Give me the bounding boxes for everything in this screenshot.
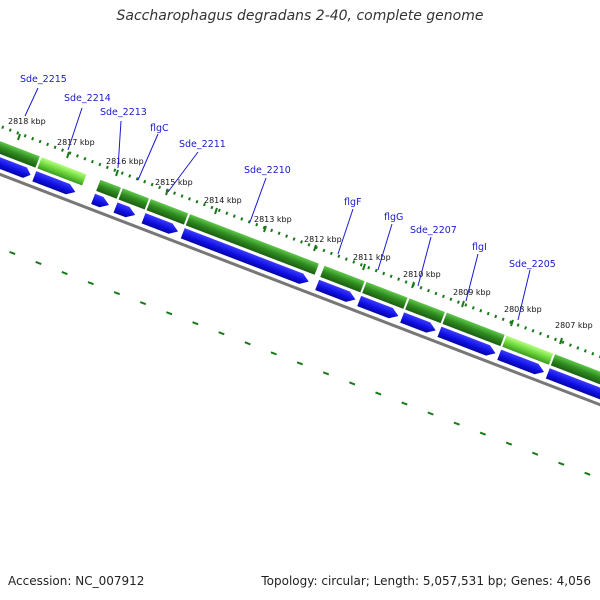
leader-line	[337, 208, 354, 255]
gene-arrow	[497, 349, 545, 375]
gene-arrow	[32, 171, 76, 195]
gene-arrow	[545, 368, 600, 411]
gene-label-flgG[interactable]: flgG	[384, 212, 403, 223]
kbp-label: 2808 kbp	[504, 305, 542, 314]
kbp-label: 2815 kbp	[155, 178, 193, 187]
genome-track	[0, 113, 600, 488]
kbp-label: 2811 kbp	[353, 253, 391, 262]
gene-label-sde-2205[interactable]: Sde_2205	[509, 259, 556, 270]
cds-block	[320, 265, 365, 293]
cds-block	[185, 214, 319, 275]
gene-label-sde-2215[interactable]: Sde_2215	[20, 74, 67, 85]
kbp-tick	[17, 133, 21, 141]
kbp-tick	[461, 300, 465, 308]
gene-arrow	[315, 279, 356, 302]
kbp-labels: 2818 kbp 2817 kbp 2816 kbp 2815 kbp 2814…	[8, 117, 593, 345]
cds-block	[96, 179, 121, 199]
leader-line	[249, 177, 267, 223]
genome-summary-text: Topology: circular; Length: 5,057,531 bp…	[261, 574, 591, 588]
kbp-tick	[263, 225, 267, 233]
gene-labels: Sde_2215 Sde_2214 Sde_2213 flgC Sde_2211…	[20, 74, 556, 321]
gene-arrow	[437, 326, 496, 356]
leader-line	[465, 253, 479, 302]
leader-line	[517, 269, 531, 321]
kbp-label: 2810 kbp	[403, 270, 441, 279]
map-title: Saccharophagus degradans 2-40, complete …	[116, 8, 484, 24]
gene-label-flgI[interactable]: flgI	[472, 242, 487, 253]
gene-label-sde-2214[interactable]: Sde_2214	[64, 93, 111, 104]
gene-label-sde-2211[interactable]: Sde_2211	[179, 139, 226, 150]
gene-arrow	[400, 312, 436, 333]
kbp-tick	[411, 281, 415, 289]
gene-label-sde-2210[interactable]: Sde_2210	[244, 165, 291, 176]
kbp-label: 2817 kbp	[57, 138, 95, 147]
gene-label-flgC[interactable]: flgC	[150, 123, 169, 134]
leader-line	[417, 236, 432, 287]
gene-label-sde-2213[interactable]: Sde_2213	[100, 107, 147, 118]
kbp-tick	[115, 169, 119, 177]
gene-arrow	[0, 146, 31, 178]
cds-track-forward	[0, 132, 600, 398]
gene-arrow	[113, 202, 136, 218]
kbp-tick	[165, 188, 169, 196]
cds-block	[442, 312, 505, 347]
gene-track	[0, 146, 600, 411]
leader-line	[377, 223, 393, 271]
gene-arrow	[180, 228, 309, 284]
leader-line	[117, 120, 122, 169]
cds-block	[37, 157, 87, 186]
cds-block	[550, 354, 600, 398]
leader-line	[137, 133, 159, 181]
kbp-label: 2809 kbp	[453, 288, 491, 297]
backbone	[0, 156, 600, 424]
cds-block	[362, 281, 408, 309]
gene-label-sde-2207[interactable]: Sde_2207	[410, 225, 457, 236]
kbp-label: 2814 kbp	[204, 196, 242, 205]
outer-tick-ring	[0, 113, 600, 382]
gene-arrow	[91, 193, 109, 208]
cds-block	[502, 335, 554, 365]
kbp-label: 2816 kbp	[106, 157, 144, 166]
cds-block	[0, 132, 40, 168]
inner-tick-ring	[0, 220, 600, 488]
gene-label-flgF[interactable]: flgF	[344, 197, 361, 208]
kbp-label: 2807 kbp	[555, 321, 593, 330]
cds-block	[118, 188, 150, 210]
kbp-tick	[66, 151, 70, 159]
kbp-tick	[510, 319, 514, 327]
cds-block	[146, 199, 189, 225]
leader-line	[24, 87, 39, 117]
leader-line	[167, 151, 199, 193]
kbp-label: 2818 kbp	[8, 117, 46, 126]
leader-line	[67, 107, 83, 151]
gene-arrow	[141, 213, 179, 234]
kbp-label: 2813 kbp	[254, 215, 292, 224]
kbp-tick	[214, 207, 218, 215]
kbp-label: 2812 kbp	[304, 235, 342, 244]
kbp-tick	[313, 244, 317, 252]
accession-text: Accession: NC_007912	[8, 574, 145, 588]
kbp-tick	[362, 263, 366, 271]
cds-block	[405, 298, 445, 324]
kbp-tick	[559, 337, 563, 345]
gene-arrow	[357, 295, 399, 319]
